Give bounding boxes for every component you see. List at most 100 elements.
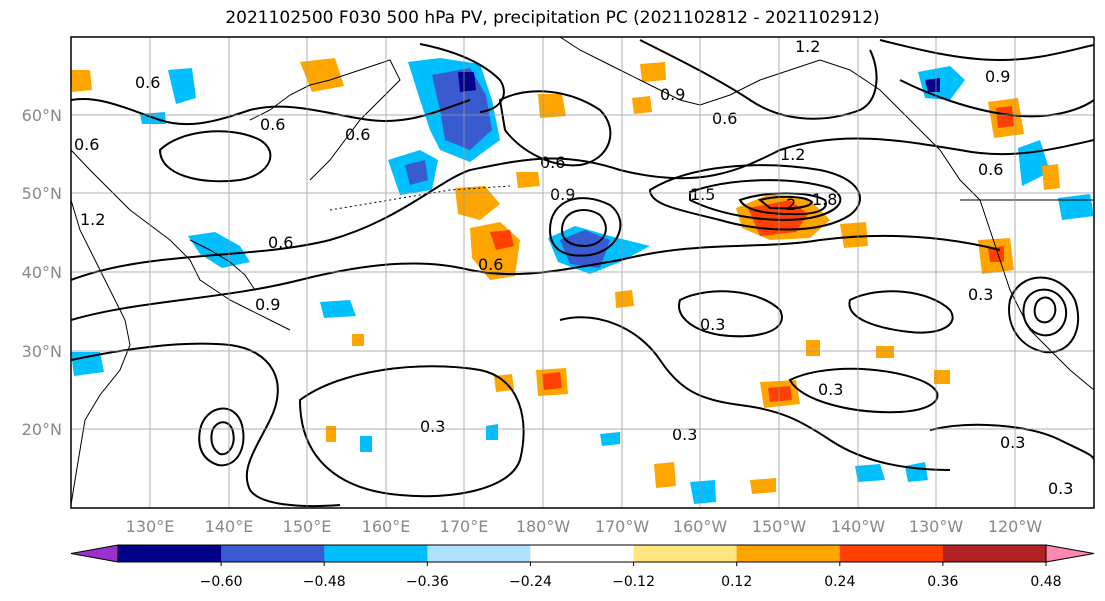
- precip-positive-blob: [300, 58, 344, 92]
- longitude-tick-label: 140°E: [205, 517, 254, 536]
- longitude-tick-label: 170°W: [595, 517, 650, 536]
- colorbar-segment: [839, 545, 944, 562]
- contour-label: 0.6: [712, 109, 737, 128]
- pv-contour-line: [559, 316, 951, 471]
- pv-contour-line: [1022, 288, 1068, 337]
- colorbar-tick-label: 0.36: [927, 574, 958, 590]
- longitude-tick-label: 160°E: [362, 517, 411, 536]
- contour-label: 0.6: [74, 135, 99, 154]
- precip-positive-blob: [840, 222, 868, 248]
- longitude-tick-label: 180°W: [516, 517, 571, 536]
- colorbar-segment: [736, 545, 841, 562]
- precip-positive-blob: [654, 462, 676, 488]
- precip-positive-blob: [538, 94, 566, 118]
- contour-label: 0.3: [1000, 433, 1025, 452]
- longitude-labels: 130°E 140°E 150°E 160°E 170°E 180°W 170°W 160°W…: [126, 517, 1043, 536]
- contour-label: 0.9: [550, 185, 575, 204]
- longitude-tick-label: 170°E: [440, 517, 489, 536]
- colorbar-extend-low: [70, 544, 119, 563]
- pv-contour-line: [1033, 296, 1057, 324]
- map-title: 2021102500 F030 500 hPa PV, precipitatio…: [225, 8, 880, 28]
- pv-contour-line: [879, 39, 1094, 62]
- coastline-japan: [189, 239, 256, 291]
- longitude-tick-label: 130°E: [126, 517, 175, 536]
- precip-positive-blob: [750, 478, 776, 494]
- pv-contour-line: [929, 423, 1094, 461]
- contour-label: 0.9: [660, 85, 685, 104]
- precip-positive-blob: [516, 172, 540, 188]
- precip-negative-blob: [1058, 194, 1094, 220]
- pv-contour-line: [71, 98, 471, 126]
- pv-contour-line: [560, 209, 607, 248]
- contour-label: 0.6: [540, 153, 565, 172]
- pv-contour-line: [419, 43, 505, 113]
- colorbar-segment: [942, 545, 1047, 562]
- contour-label: 0.6: [978, 160, 1003, 179]
- pv-contour-line: [210, 421, 235, 456]
- colorbar-segment: [118, 545, 222, 562]
- colorbar-tick-label: −0.12: [612, 574, 655, 590]
- pv-contour-line: [648, 164, 861, 231]
- coastlines: [71, 37, 1094, 506]
- contour-label: 0.9: [255, 295, 280, 314]
- longitude-tick-label: 130°W: [909, 517, 964, 536]
- contour-label: 0.6: [260, 115, 285, 134]
- contour-label: 0.6: [268, 233, 293, 252]
- contour-label: 1.2: [795, 37, 820, 56]
- contour-label: 0.9: [985, 67, 1010, 86]
- pv-contour-line: [298, 365, 525, 498]
- contour-label: 0.3: [672, 425, 697, 444]
- precip-positive-blob: [876, 346, 894, 358]
- longitude-tick-label: 160°W: [673, 517, 728, 536]
- contour-label: 0.3: [1048, 479, 1073, 498]
- precip-positive-blob: [934, 370, 950, 384]
- precip-negative-core: [432, 68, 492, 150]
- coastline-alaska: [559, 37, 991, 231]
- precip-negative-blob: [486, 424, 498, 440]
- colorbar-tick-label: 0.12: [721, 574, 752, 590]
- pv-contour-line: [498, 90, 612, 167]
- precip-positive-core: [996, 106, 1014, 128]
- precip-negative-blob: [168, 68, 196, 104]
- pv-contour-line: [71, 234, 1001, 321]
- colorbar-segment: [530, 545, 635, 562]
- precip-positive-core: [490, 230, 514, 250]
- aleutian-islands: [329, 185, 511, 211]
- longitude-tick-label: 150°W: [752, 517, 807, 536]
- contour-label: 1.2: [780, 145, 805, 164]
- latitude-tick-label: 30°N: [22, 342, 62, 361]
- precip-negative-blob: [690, 480, 716, 504]
- colorbar-tick-label: 0.48: [1030, 574, 1061, 590]
- contour-label: 0.3: [818, 380, 843, 399]
- contour-label: 1.8: [812, 190, 837, 209]
- precip-positive-blob: [326, 426, 336, 442]
- latitude-tick-label: 60°N: [22, 106, 62, 125]
- latitude-labels: 60°N 50°N 40°N 30°N 20°N: [22, 106, 62, 439]
- pv-contour-line: [71, 137, 1094, 281]
- colorbar-extend-high: [1045, 544, 1095, 563]
- pv-contour-line: [198, 407, 245, 467]
- colorbar-frame: [117, 544, 1047, 563]
- longitude-tick-label: 140°W: [831, 517, 886, 536]
- precip-positive-blob: [615, 290, 634, 308]
- precip-positive-blob: [352, 334, 364, 346]
- latitude-tick-label: 40°N: [22, 263, 62, 282]
- colorbar-tick-label: −0.48: [303, 574, 346, 590]
- colorbar-tick-label: −0.60: [200, 574, 243, 590]
- precip-positive-blob: [455, 186, 500, 220]
- colorbar-segment: [427, 545, 531, 562]
- latitude-tick-label: 20°N: [22, 420, 62, 439]
- contour-label: 0.6: [345, 125, 370, 144]
- contour-label: 1.5: [690, 185, 715, 204]
- precip-positive-blob: [806, 340, 820, 356]
- pv-contour-line: [678, 290, 783, 338]
- colorbar-segment: [221, 545, 325, 562]
- colorbar-segment: [324, 545, 428, 562]
- colorbar: [70, 544, 1095, 566]
- precip-negative-blob: [188, 232, 250, 268]
- contour-labels: 0.6 0.6 0.6 0.6 0.6 0.6 0.6 0.6 0.6 0.9 …: [74, 37, 1073, 498]
- latitude-tick-label: 50°N: [22, 184, 62, 203]
- longitude-tick-label: 150°E: [283, 517, 332, 536]
- colorbar-tick-label: −0.36: [406, 574, 449, 590]
